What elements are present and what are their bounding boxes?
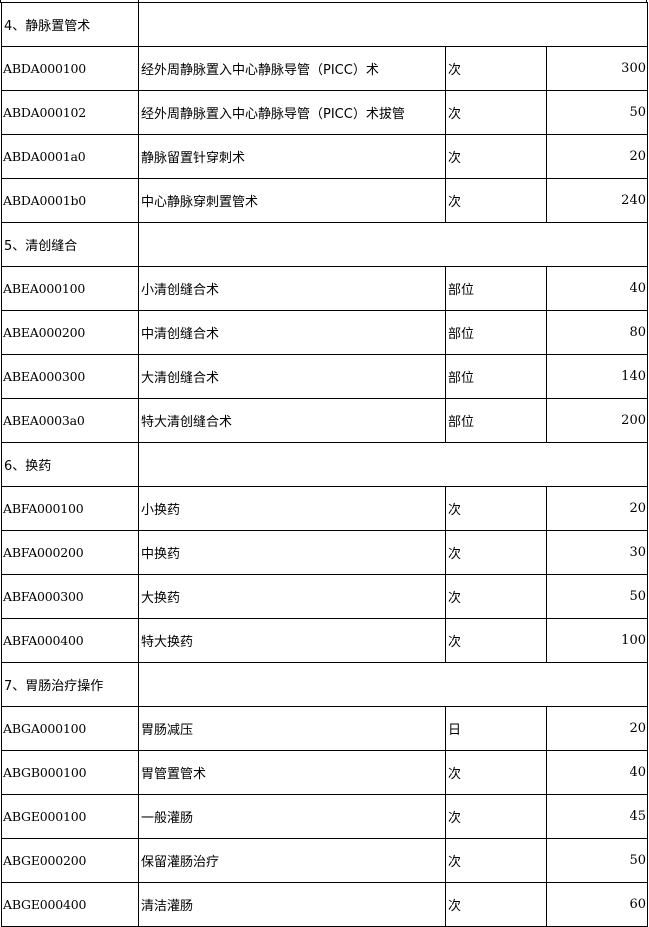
item-name: 特大换药	[138, 618, 446, 663]
item-name: 清洁灌肠	[138, 882, 446, 927]
item-name: 保留灌肠治疗	[138, 838, 446, 883]
previous-row-fragment	[0, 0, 649, 3]
item-unit: 次	[445, 574, 547, 619]
item-unit: 次	[445, 486, 547, 531]
section-title: 4、静脉置管术	[1, 2, 139, 47]
item-code: ABGE000200	[1, 838, 139, 883]
table-row: ABGA000100 胃肠减压日 20	[1, 706, 648, 751]
item-price: 80	[546, 310, 648, 355]
section-title: 5、清创缝合	[1, 222, 139, 267]
item-price: 40	[546, 750, 648, 795]
item-name: 胃管置管术	[138, 750, 446, 795]
section-empty-cell	[138, 662, 648, 707]
section-header-row: 4、静脉置管术	[1, 2, 648, 47]
item-unit: 部位	[445, 354, 547, 399]
table-row: ABEA000100 小清创缝合术 部位 40	[1, 266, 648, 311]
item-price: 20	[546, 134, 648, 179]
table-row: ABFA000100 小换药次 20	[1, 486, 648, 531]
item-price: 50	[546, 838, 648, 883]
table-row: ABFA000400 特大换药次 100	[1, 618, 648, 663]
item-name: 小清创缝合术	[138, 266, 446, 311]
item-price: 20	[546, 486, 648, 531]
item-name: 静脉留置针穿刺术	[138, 134, 446, 179]
item-code: ABFA000400	[1, 618, 139, 663]
item-unit: 次	[445, 46, 547, 91]
item-price: 200	[546, 398, 648, 443]
item-code: ABEA000200	[1, 310, 139, 355]
item-unit: 日	[445, 706, 547, 751]
item-price: 30	[546, 530, 648, 575]
item-name: 中换药	[138, 530, 446, 575]
item-code: ABGE000100	[1, 794, 139, 839]
item-unit: 次	[445, 530, 547, 575]
section-empty-cell	[138, 442, 648, 487]
item-code: ABFA000200	[1, 530, 139, 575]
table-row: ABGE000200 保留灌肠治疗次 50	[1, 838, 648, 883]
item-name: 中清创缝合术	[138, 310, 446, 355]
table-row: ABDA000100 经外周静脉置入中心静脉导管（PICC）术次 300	[1, 46, 648, 91]
table-row: ABDA0001b0 中心静脉穿刺置管术次 240	[1, 178, 648, 223]
item-price: 50	[546, 574, 648, 619]
item-unit: 部位	[445, 266, 547, 311]
item-code: ABGB000100	[1, 750, 139, 795]
item-code: ABDA0001a0	[1, 134, 139, 179]
item-code: ABGA000100	[1, 706, 139, 751]
item-price: 40	[546, 266, 648, 311]
item-name: 大换药	[138, 574, 446, 619]
item-price: 45	[546, 794, 648, 839]
item-unit: 次	[445, 618, 547, 663]
section-title: 7、胃肠治疗操作	[1, 662, 139, 707]
item-name: 经外周静脉置入中心静脉导管（PICC）术	[138, 46, 446, 91]
item-code: ABEA0003a0	[1, 398, 139, 443]
item-unit: 部位	[445, 398, 547, 443]
item-code: ABGE000400	[1, 882, 139, 927]
table-row: ABEA0003a0 特大清创缝合术 部位 200	[1, 398, 648, 443]
item-price: 240	[546, 178, 648, 223]
item-unit: 次	[445, 794, 547, 839]
item-price: 300	[546, 46, 648, 91]
item-unit: 次	[445, 750, 547, 795]
item-code: ABDA000102	[1, 90, 139, 135]
item-unit: 次	[445, 838, 547, 883]
item-name: 一般灌肠	[138, 794, 446, 839]
table-row: ABDA000102 经外周静脉置入中心静脉导管（PICC）术拔管次 50	[1, 90, 648, 135]
item-unit: 次	[445, 134, 547, 179]
table-row: ABGE000100 一般灌肠次 45	[1, 794, 648, 839]
section-title: 6、换药	[1, 442, 139, 487]
item-name: 小换药	[138, 486, 446, 531]
item-name: 经外周静脉置入中心静脉导管（PICC）术拔管	[138, 90, 446, 135]
table-row: ABEA000200 中清创缝合术 部位 80	[1, 310, 648, 355]
item-code: ABDA000100	[1, 46, 139, 91]
item-code: ABFA000100	[1, 486, 139, 531]
item-price: 50	[546, 90, 648, 135]
item-code: ABEA000300	[1, 354, 139, 399]
item-code: ABEA000100	[1, 266, 139, 311]
item-name: 大清创缝合术	[138, 354, 446, 399]
item-code: ABFA000300	[1, 574, 139, 619]
table-row: ABEA000300 大清创缝合术 部位 140	[1, 354, 648, 399]
item-price: 100	[546, 618, 648, 663]
item-name: 中心静脉穿刺置管术	[138, 178, 446, 223]
section-header-row: 7、胃肠治疗操作	[1, 662, 648, 707]
item-unit: 次	[445, 178, 547, 223]
item-price: 20	[546, 706, 648, 751]
table-row: ABFA000200 中换药次 30	[1, 530, 648, 575]
table-row: ABGB000100 胃管置管术次 40	[1, 750, 648, 795]
section-empty-cell	[138, 2, 648, 47]
item-unit: 次	[445, 90, 547, 135]
table-row: ABFA000300 大换药次 50	[1, 574, 648, 619]
item-unit: 部位	[445, 310, 547, 355]
section-header-row: 6、换药	[1, 442, 648, 487]
item-price: 60	[546, 882, 648, 927]
section-header-row: 5、清创缝合	[1, 222, 648, 267]
table-row: ABGE000400 清洁灌肠次 60	[1, 882, 648, 927]
item-price: 140	[546, 354, 648, 399]
item-code: ABDA0001b0	[1, 178, 139, 223]
table-row: ABDA0001a0 静脉留置针穿刺术次 20	[1, 134, 648, 179]
item-name: 特大清创缝合术	[138, 398, 446, 443]
item-name: 胃肠减压	[138, 706, 446, 751]
item-unit: 次	[445, 882, 547, 927]
section-empty-cell	[138, 222, 648, 267]
